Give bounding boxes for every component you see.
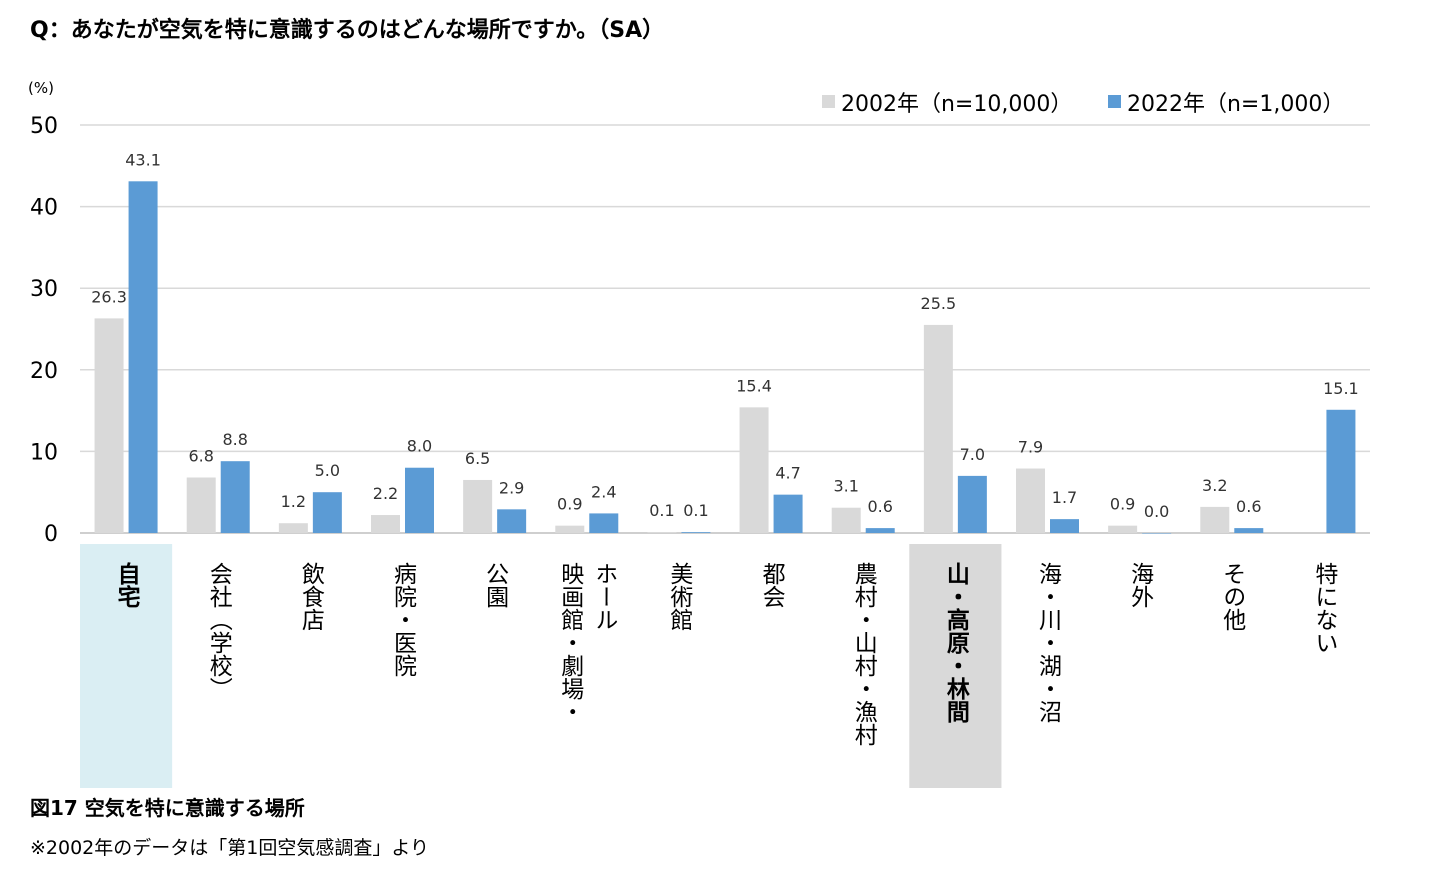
y-axis-unit-label: (%) bbox=[28, 79, 54, 97]
bar-2022 bbox=[1050, 519, 1079, 533]
bar-2022 bbox=[497, 509, 527, 533]
data-label: 0.0 bbox=[1144, 502, 1169, 521]
data-label: 2.4 bbox=[591, 482, 616, 501]
data-label: 8.8 bbox=[222, 430, 247, 449]
data-label: 0.6 bbox=[867, 497, 892, 516]
bar-2002 bbox=[186, 477, 216, 533]
legend-swatch bbox=[1108, 95, 1121, 108]
data-label: 6.8 bbox=[188, 447, 213, 466]
bar-2022 bbox=[589, 513, 619, 533]
bar-2022 bbox=[865, 528, 895, 533]
data-label: 1.7 bbox=[1052, 488, 1077, 507]
bar-2002 bbox=[1016, 468, 1045, 533]
data-label: 3.1 bbox=[833, 477, 858, 496]
bar-2022 bbox=[773, 494, 803, 533]
category-label: 農村・山村・漁村 bbox=[850, 562, 878, 746]
bar-2022 bbox=[405, 467, 434, 533]
data-label: 2.9 bbox=[499, 478, 524, 497]
data-label: 43.1 bbox=[125, 150, 161, 169]
category-label: 山・高原・林間 bbox=[942, 562, 970, 724]
y-tick-label: 40 bbox=[30, 196, 58, 221]
bar-2022 bbox=[312, 492, 342, 533]
legend-label: 2022年（n=1,000） bbox=[1127, 92, 1344, 117]
bar-2002 bbox=[1200, 506, 1230, 533]
bar-2022 bbox=[681, 532, 711, 533]
category-label: 美術館 bbox=[666, 562, 694, 631]
bar-2002 bbox=[278, 523, 308, 533]
bar-2002 bbox=[739, 407, 769, 533]
category-label: 海外 bbox=[1127, 562, 1155, 608]
data-label: 6.5 bbox=[465, 449, 490, 468]
category-highlight bbox=[909, 544, 1002, 788]
legend-swatch bbox=[822, 95, 835, 108]
figure-caption: 図17 空気を特に意識する場所 bbox=[30, 796, 305, 820]
data-label: 0.9 bbox=[557, 495, 582, 514]
y-tick-label: 20 bbox=[30, 359, 58, 384]
bar-2022 bbox=[128, 181, 158, 533]
bar-2002 bbox=[371, 515, 400, 533]
data-label: 7.0 bbox=[960, 445, 985, 464]
bar-2002 bbox=[647, 532, 677, 533]
bar-2022 bbox=[1142, 533, 1172, 534]
y-tick-label: 50 bbox=[30, 114, 58, 139]
data-label: 15.4 bbox=[736, 376, 772, 395]
data-label: 26.3 bbox=[91, 287, 127, 306]
legend-label: 2002年（n=10,000） bbox=[841, 92, 1072, 117]
category-label: 映画館・劇場・ bbox=[557, 562, 585, 723]
data-label: 7.9 bbox=[1018, 438, 1043, 457]
bar-2002 bbox=[1108, 525, 1138, 533]
y-tick-label: 0 bbox=[44, 522, 58, 547]
category-label: 飲食店 bbox=[297, 562, 325, 631]
bar-2002 bbox=[923, 324, 953, 533]
data-label: 2.2 bbox=[373, 484, 398, 503]
question-title: Q：あなたが空気を特に意識するのはどんな場所ですか。（SA） bbox=[30, 18, 665, 43]
bar-chart: 0 10 20 30 40 50 (%) 26.3 6.8 1.2 2.2 6.5 0.9 0.1 15.4… bbox=[28, 79, 1370, 788]
bar-2002 bbox=[94, 318, 124, 533]
category-label: ホール bbox=[591, 562, 617, 631]
bar-2022 bbox=[957, 475, 987, 533]
bar-2002 bbox=[555, 525, 585, 533]
data-label: 15.1 bbox=[1323, 379, 1359, 398]
data-label: 1.2 bbox=[281, 492, 306, 511]
category-label: 会社（学校） bbox=[205, 562, 233, 700]
data-label: 0.1 bbox=[649, 501, 674, 520]
bar-2002 bbox=[831, 507, 861, 533]
category-label: 公園 bbox=[482, 562, 509, 608]
source-note: ※2002年のデータは「第1回空気感調査」より bbox=[30, 837, 429, 859]
category-label: 病院・医院 bbox=[390, 562, 418, 677]
data-label: 8.0 bbox=[407, 437, 432, 456]
data-label: 25.5 bbox=[921, 294, 957, 313]
category-label: 都会 bbox=[758, 562, 786, 608]
data-label: 0.6 bbox=[1236, 497, 1261, 516]
data-label: 5.0 bbox=[315, 461, 340, 480]
category-label: 特にない bbox=[1311, 562, 1339, 654]
data-label: 3.2 bbox=[1202, 476, 1227, 495]
category-label: その他 bbox=[1219, 562, 1247, 631]
bar-2022 bbox=[1326, 409, 1356, 533]
data-label: 0.9 bbox=[1110, 495, 1135, 514]
bar-2002 bbox=[463, 479, 493, 533]
category-label: 海・川・湖・沼 bbox=[1035, 562, 1063, 723]
data-label: 0.1 bbox=[683, 501, 708, 520]
category-label: 自宅 bbox=[113, 561, 141, 608]
data-label: 4.7 bbox=[775, 464, 800, 483]
y-tick-label: 10 bbox=[30, 440, 58, 465]
category-highlight bbox=[80, 544, 173, 788]
bar-2022 bbox=[1234, 528, 1264, 533]
y-tick-label: 30 bbox=[30, 277, 58, 302]
bar-2022 bbox=[220, 461, 250, 533]
